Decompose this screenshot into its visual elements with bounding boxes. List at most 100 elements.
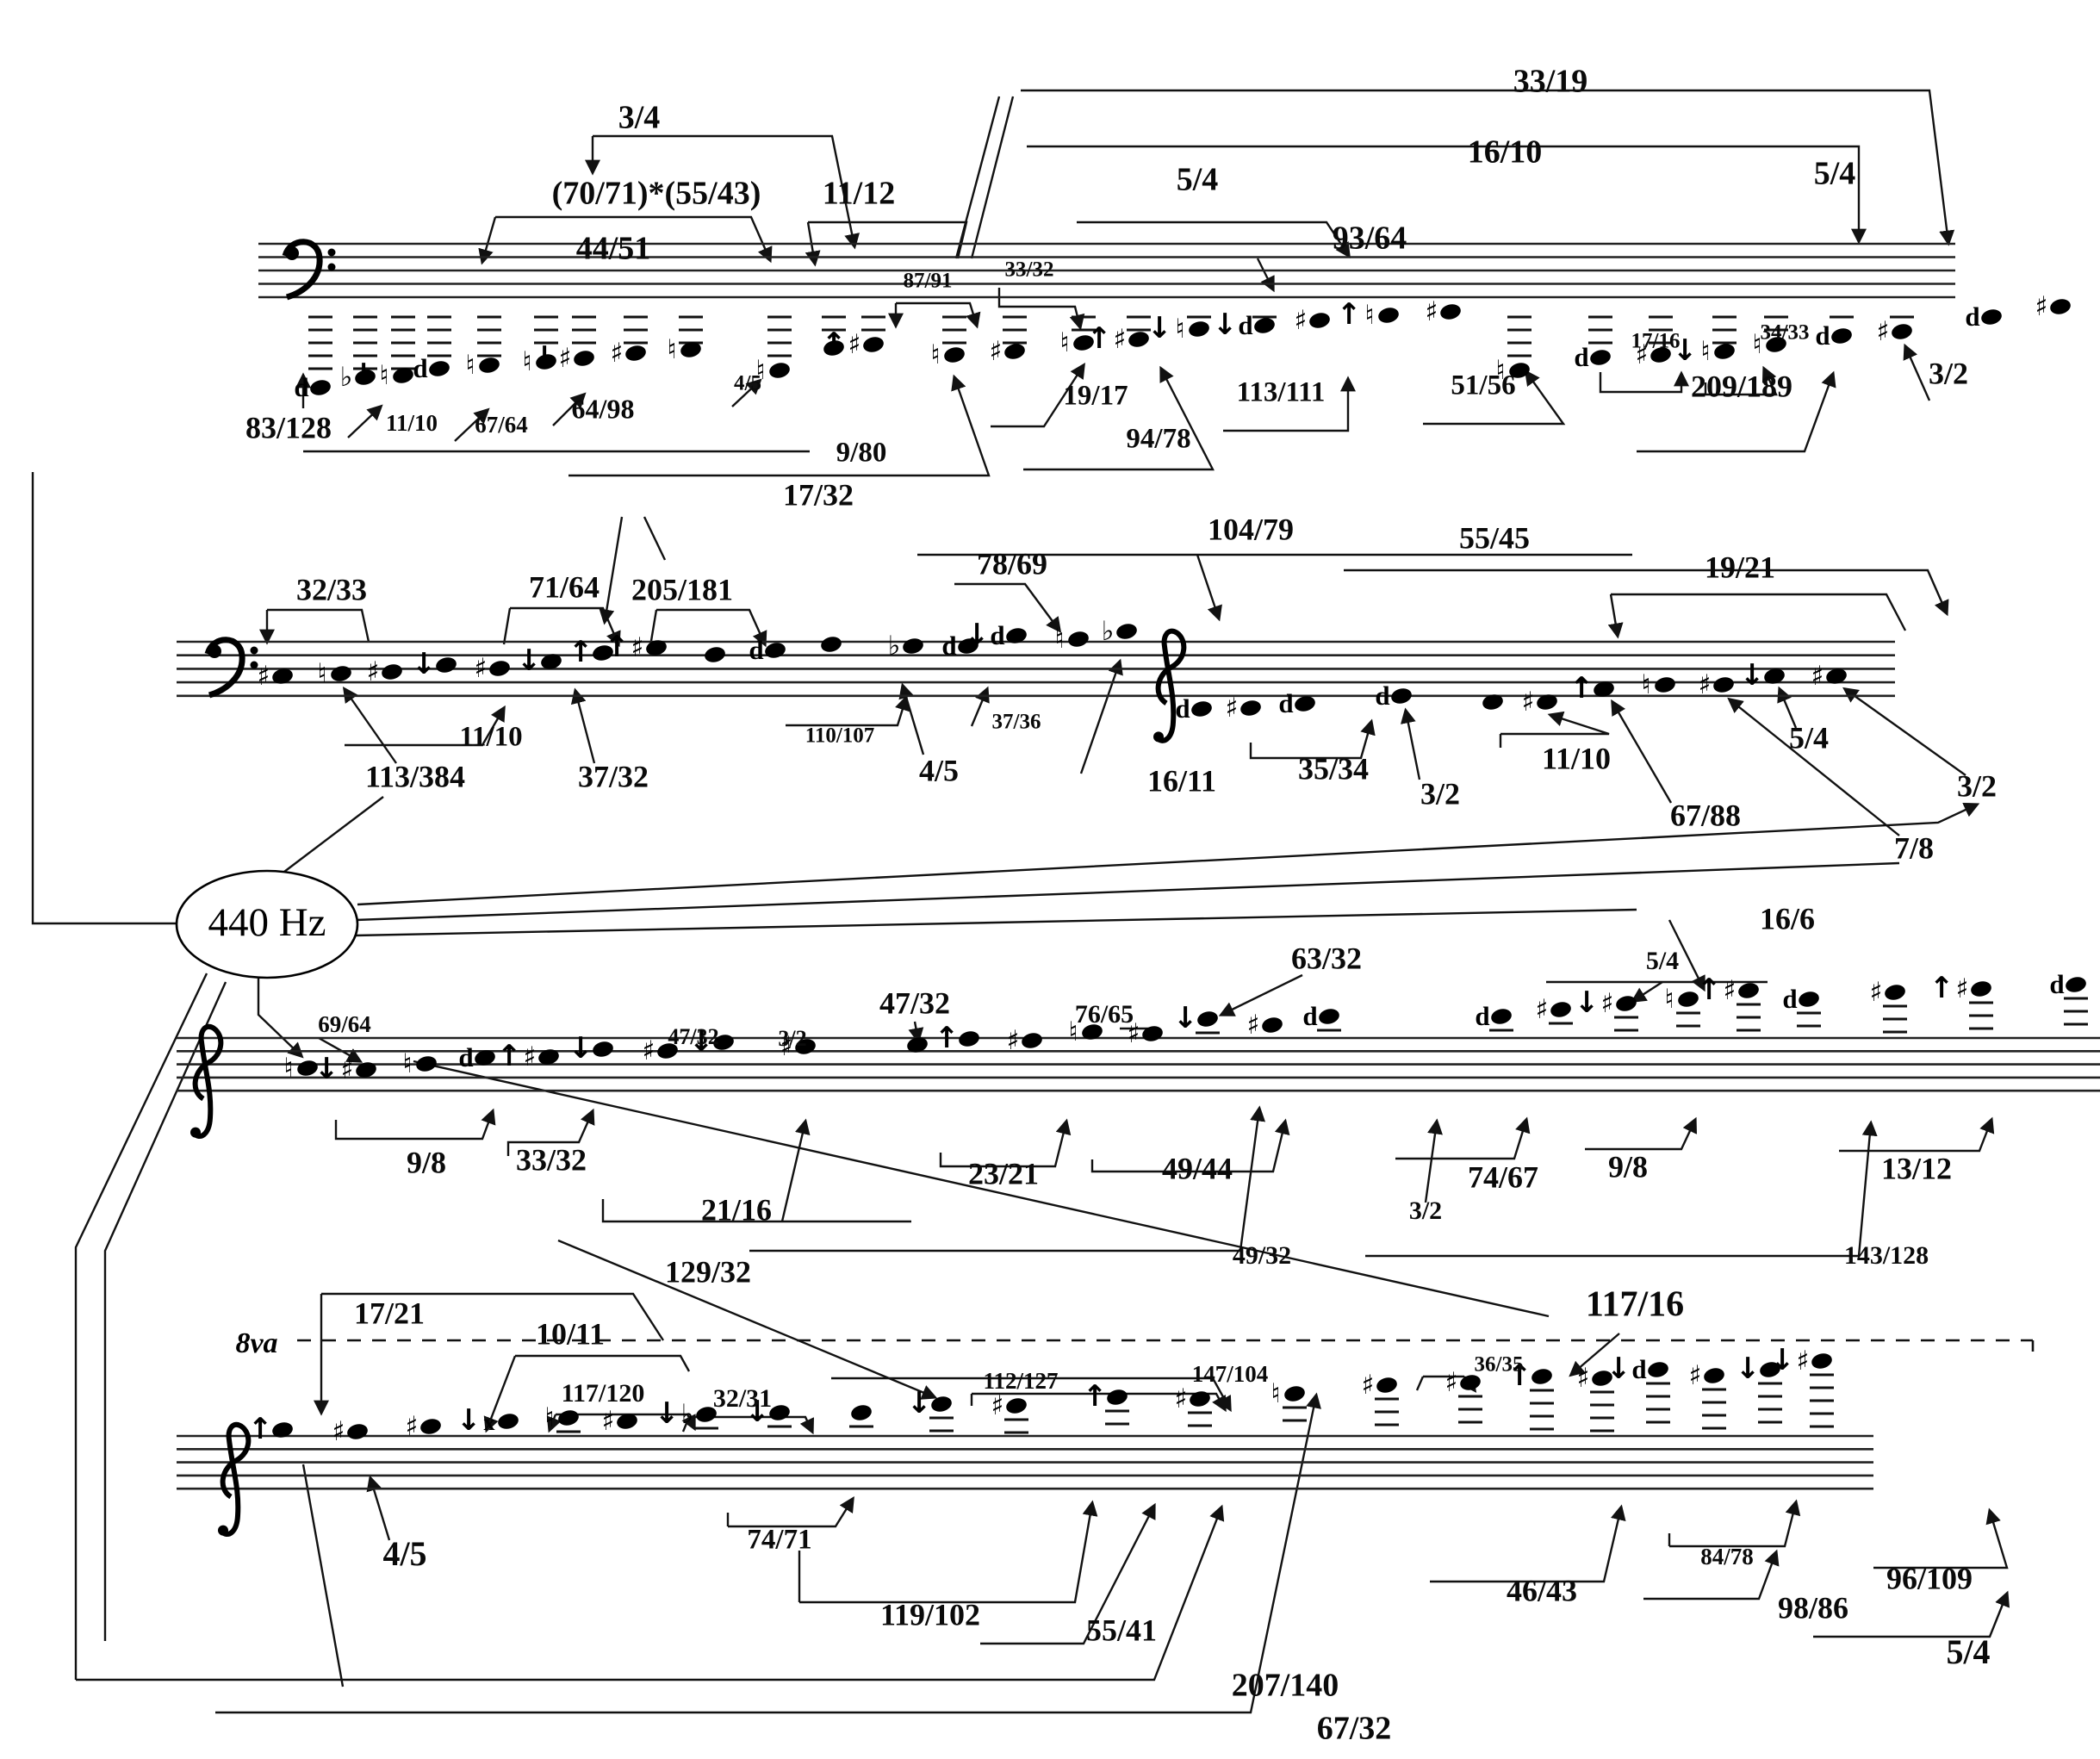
note: d — [458, 1042, 495, 1072]
accidental-f-icon: ♭ — [340, 362, 353, 393]
notehead — [1128, 332, 1149, 347]
ratio-label: 19/21 — [1705, 550, 1775, 584]
connector-line — [780, 1118, 811, 1222]
ratio-label: 94/78 — [1126, 424, 1190, 455]
accidental-d-icon: d — [990, 620, 1004, 650]
notehead — [538, 1049, 559, 1065]
notehead — [1650, 347, 1671, 363]
note: ♯ — [642, 1035, 678, 1066]
note: ↓ — [412, 647, 457, 681]
accidental-n-icon: ♮ — [1054, 624, 1064, 655]
connector-line — [510, 606, 621, 648]
note — [907, 1037, 928, 1053]
accidental-d-icon: d — [1278, 688, 1293, 718]
connector-line — [681, 1416, 691, 1433]
connector-line — [502, 607, 512, 645]
notehead — [475, 1050, 495, 1066]
notehead — [1892, 324, 1912, 339]
note: ♯ — [2035, 291, 2071, 322]
note: ↑ ♯ — [1087, 315, 1151, 356]
note: d — [2049, 969, 2088, 1026]
ratio-label: 47/32 — [668, 1024, 718, 1049]
notehead — [536, 354, 556, 370]
connector-line — [1585, 1116, 1698, 1151]
ratio-label: 113/384 — [365, 759, 465, 793]
notehead — [1592, 1371, 1612, 1386]
accidental-s-icon: ♯ — [366, 656, 379, 687]
connector-line — [898, 682, 925, 755]
notehead — [1262, 1017, 1283, 1033]
connector-line — [1077, 221, 1351, 258]
notehead — [646, 640, 667, 656]
notehead — [574, 351, 594, 366]
accidental-s-icon: ♯ — [1361, 1370, 1374, 1401]
ratio-label: 55/41 — [1086, 1613, 1157, 1647]
note — [705, 647, 725, 662]
notehead — [1760, 1362, 1780, 1377]
note: ♮ — [317, 658, 351, 689]
connector-line — [799, 1500, 1098, 1604]
connector-line — [76, 1504, 1225, 1681]
ratio-label: 9/8 — [407, 1145, 446, 1179]
accidental-d-icon: d — [1574, 342, 1588, 372]
connector-line — [831, 1377, 1232, 1413]
connector-line — [1637, 370, 1836, 453]
accidental-n-icon: ♮ — [402, 1048, 412, 1079]
ratio-label: 67/88 — [1670, 798, 1741, 832]
ratio-label: 32/31 — [713, 1384, 772, 1413]
accidental-s-icon: ♯ — [1174, 1383, 1187, 1414]
arrow-down-icon: ↓ — [745, 1395, 770, 1429]
note: ↓ — [1173, 1001, 1220, 1035]
connector-line — [1400, 707, 1421, 780]
note: ↑ — [248, 1412, 293, 1446]
note: ♮ — [1271, 1378, 1307, 1422]
accidental-d-icon: d — [1965, 301, 1979, 332]
note: ♮ — [1752, 315, 1788, 360]
note: ↓ ♯ — [1575, 985, 1638, 1032]
notehead — [489, 661, 510, 676]
ratio-label: 147/104 — [1192, 1361, 1269, 1387]
notehead — [1532, 1369, 1552, 1384]
notehead — [1811, 1353, 1832, 1369]
connector-line — [267, 608, 370, 643]
connector-line — [1423, 370, 1566, 426]
arrow-down-icon: ↓ — [1147, 311, 1172, 345]
note: ↓ d — [1606, 1352, 1670, 1424]
ratio-label: 3/2 — [1957, 768, 1997, 803]
note: ♯ — [1425, 296, 1461, 327]
arrow-up-icon: ↑ — [1569, 671, 1594, 705]
accidental-d-icon: d — [1238, 310, 1252, 340]
notehead — [625, 345, 646, 361]
ratio-label: 76/65 — [1075, 1000, 1134, 1029]
notehead — [1284, 1386, 1305, 1402]
connector-line — [1196, 554, 1222, 622]
ratio-label: 5/4 — [1814, 156, 1856, 192]
notehead — [1648, 1362, 1668, 1377]
connector-line — [357, 802, 1980, 906]
ratio-label: 5/4 — [1789, 720, 1829, 755]
notehead — [393, 368, 413, 383]
note: ↓ ♯ — [532, 315, 596, 375]
note: ↑ ♯ — [1929, 971, 1993, 1030]
note: ↑ ♯ — [497, 1039, 559, 1073]
notehead — [1616, 996, 1637, 1011]
note: ♯ — [474, 653, 510, 684]
notehead — [1460, 1375, 1481, 1390]
notehead — [429, 361, 450, 376]
ratio-label: 34/33 — [1761, 321, 1810, 345]
arrow-up-icon: ↑ — [1507, 1358, 1532, 1393]
ratio-label: 11/10 — [459, 722, 522, 753]
notehead — [1254, 318, 1275, 333]
note: ↓ d — [1213, 308, 1277, 342]
notehead — [959, 1031, 979, 1047]
ratio-label: 5/4 — [1946, 1632, 1990, 1671]
bass-clef-icon — [282, 239, 336, 301]
note: d — [1175, 693, 1212, 724]
connector-line — [1021, 89, 1955, 246]
accidental-n-icon: ♮ — [1664, 984, 1674, 1015]
note: ↓ ♭ — [655, 1396, 718, 1431]
accidental-s-icon: ♯ — [1955, 973, 1968, 1004]
note: ♯ — [1688, 1360, 1726, 1430]
ratio-label: 4/5 — [734, 372, 761, 395]
connector-line — [1569, 1333, 1620, 1377]
